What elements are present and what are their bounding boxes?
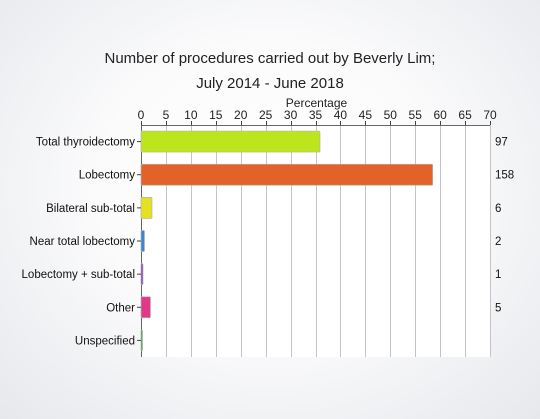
count-label: 5: [495, 302, 501, 314]
plot-area: [141, 125, 490, 357]
count-label: 1: [495, 269, 501, 281]
count-label: 158: [495, 170, 514, 182]
x-tick-label: 25: [259, 108, 273, 122]
bar: [140, 197, 153, 219]
x-tick-label: 45: [359, 108, 373, 122]
bar: [140, 296, 151, 319]
count-label: 97: [495, 137, 508, 149]
bar: [140, 230, 145, 252]
count-label: 2: [495, 236, 501, 248]
x-tick-label: 35: [309, 108, 323, 122]
category-label: Unspecified: [75, 335, 135, 347]
bar: [140, 163, 434, 186]
x-axis-title: Percentage: [286, 96, 348, 110]
chart-title-line1: Number of procedures carried out by Beve…: [104, 50, 436, 67]
category-label: Other: [106, 302, 135, 314]
x-tick-label: 40: [334, 108, 348, 122]
category-label: Lobectomy: [79, 170, 136, 182]
count-label: 6: [495, 203, 501, 215]
x-tick-label: 70: [483, 108, 497, 122]
x-tick-label: 0: [138, 108, 145, 122]
x-tick-label: 30: [284, 108, 298, 122]
x-tick-label: 15: [209, 108, 223, 122]
chart-title-line2: July 2014 - June 2018: [196, 75, 344, 92]
category-label: Bilateral sub-total: [46, 203, 135, 215]
bar: [140, 263, 144, 285]
x-tick-label: 20: [234, 108, 248, 122]
x-tick-label: 55: [409, 108, 423, 122]
category-label: Lobectomy + sub-total: [22, 269, 135, 281]
category-label: Total thyroidectomy: [36, 137, 135, 149]
x-tick-label: 50: [384, 108, 398, 122]
category-label: Near total lobectomy: [30, 236, 136, 248]
x-tick-label: 5: [163, 108, 170, 122]
bar: [140, 329, 143, 352]
x-tick-label: 60: [433, 108, 447, 122]
bar: [140, 130, 321, 153]
x-tick-label: 10: [184, 108, 198, 122]
x-tick-label: 65: [458, 108, 472, 122]
